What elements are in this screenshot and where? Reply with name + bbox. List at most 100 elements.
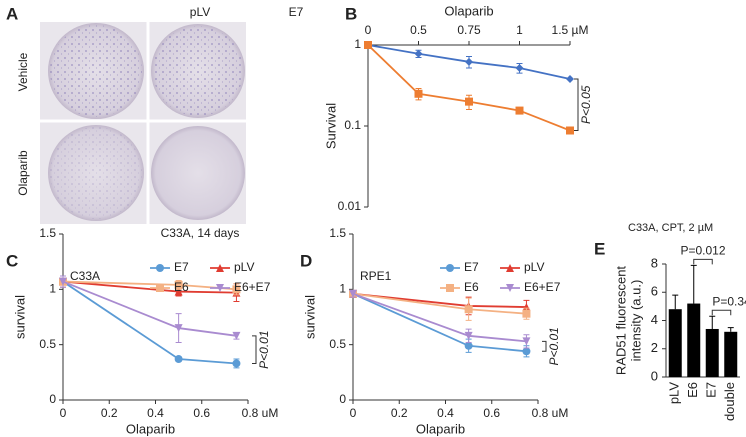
bar [705,328,719,377]
point [232,285,241,294]
x-tick-label: pLV [667,382,682,404]
point [414,49,423,58]
y-axis-label: survival [302,295,317,339]
legend-label: pLV [524,260,544,274]
y-tick-label: 1 [339,282,346,296]
legend-label: E7 [174,260,189,274]
y-tick-label: 1 [49,282,56,296]
x-tick-label: 1.5 µM [552,23,589,37]
panel-subtitle: RPE1 [360,269,392,283]
panel-a: A pLV E7 Vehicle Olaparib C33A, 14 days [6,4,304,240]
legend-label: E6 [464,280,479,294]
x-axis-label: Olaparib [444,3,493,18]
point [232,331,241,340]
x-tick-label: 0.8 uM [532,406,569,420]
panel-letter: A [6,4,18,23]
series-line [62,280,237,365]
legend-label: E6+E7 [234,280,271,294]
point [174,355,183,364]
bracket [574,78,579,131]
y-axis-label: Survival [323,103,338,149]
point [465,57,473,66]
point [232,359,241,368]
plate [48,23,144,119]
y-tick-label: 0.01 [338,199,362,213]
y-tick-label: 2 [651,340,658,355]
point [174,287,183,296]
legend-marker [156,284,164,292]
annotation: P<0.01 [257,330,271,368]
point [515,64,524,73]
y-tick-label: 6 [651,284,658,299]
x-tick-label: 0.4 [437,406,454,420]
y-axis-label: survival [12,295,27,339]
bracket [693,258,713,265]
point [522,303,531,312]
bar [687,303,701,377]
x-tick-label: E6 [685,382,700,398]
point [464,331,473,340]
error-bar [672,294,679,310]
y-tick-label: 0 [651,368,658,383]
x-tick-label: 0.2 [101,406,118,420]
annotation: P=0.012 [680,244,725,258]
bracket [542,340,547,352]
point [59,277,67,286]
point [364,41,372,49]
legend-marker [216,284,224,292]
chart-title: C33A, CPT, 2 µM [628,222,713,234]
column-label: pLV [190,5,210,19]
x-tick-label: 0.6 [193,406,210,420]
legend-marker [156,264,164,272]
legend-marker [506,284,514,292]
annotation: P<0.05 [579,85,593,124]
x-tick-label: 0.2 [391,406,408,420]
column-label: E7 [289,5,304,19]
row-label: Olaparib [16,150,30,196]
legend-label: E7 [464,260,479,274]
point [414,89,423,98]
point [465,97,473,106]
y-tick-label: 0 [49,392,56,406]
legend-marker [446,264,454,272]
point [464,305,473,314]
y-tick-label: 8 [651,255,658,270]
y-tick-label: 0.1 [344,118,361,132]
y-tick-label: 0.5 [329,337,346,351]
bar [724,331,738,377]
x-tick-label: 0.8 uM [242,406,279,420]
point [174,324,183,333]
error-bar [690,264,697,304]
bracket [711,309,732,316]
y-tick-label: 1.5 [329,226,346,240]
annotation: P=0.34 [712,294,746,308]
point [566,75,574,84]
error-bar [709,315,716,329]
legend-marker [506,264,514,272]
plate [151,24,245,118]
point [566,126,574,135]
panel-letter: C [6,251,18,270]
point [522,309,531,318]
y-tick-label: 4 [651,312,658,327]
point [349,289,357,298]
x-tick-label: 0.4 [147,406,164,420]
plate [151,126,245,220]
x-tick-label: double [722,382,737,421]
point [522,347,531,356]
y-tick-label: 0.5 [39,337,56,351]
series-line [352,292,527,343]
annotation: P<0.01 [547,327,561,365]
y-tick-label: 1.5 [39,226,56,240]
legend-label: pLV [234,260,254,274]
y-axis-label: intensity (a.u.) [628,280,643,362]
legend-marker [446,284,454,292]
x-tick-label: 0 [365,23,372,37]
error-bar [727,327,734,332]
point [515,106,524,115]
y-axis-label: RAD51 fluorescent [613,266,628,375]
y-tick-label: 0 [339,392,346,406]
panel-letter: D [300,251,312,270]
panel-subtitle: C33A [70,269,100,283]
